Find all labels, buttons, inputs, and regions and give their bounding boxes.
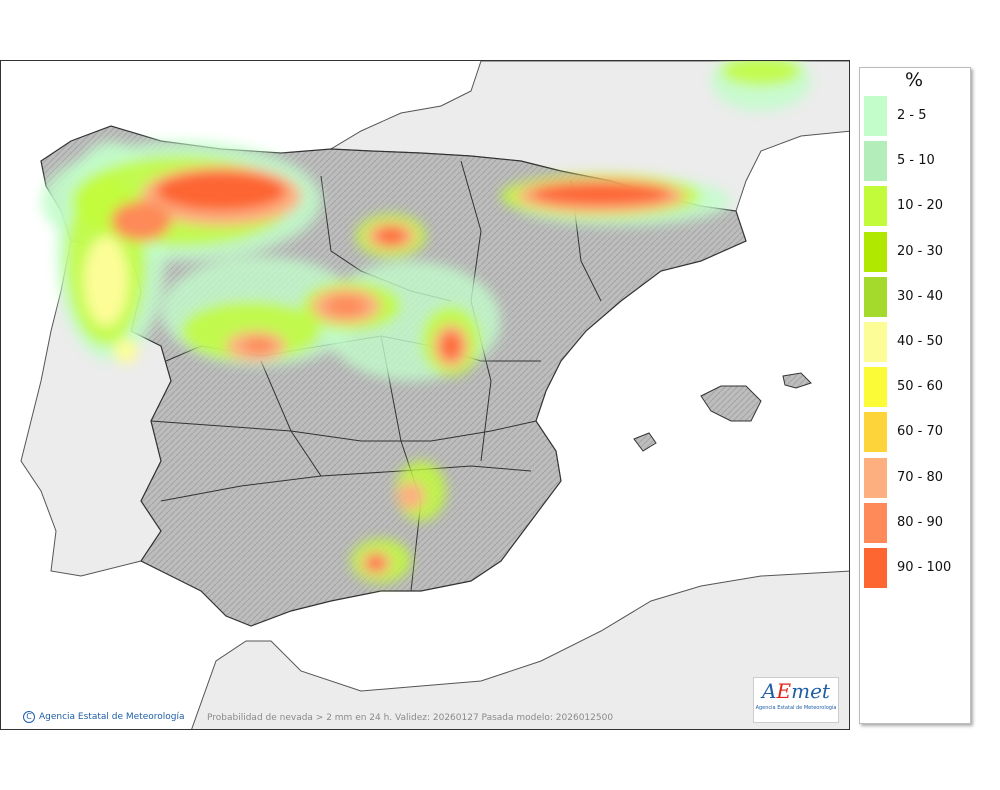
legend-item: 20 - 30 [864, 231, 972, 272]
legend-swatch [864, 548, 887, 588]
legend-label: 70 - 80 [897, 469, 944, 485]
legend-item: 10 - 20 [864, 186, 972, 227]
land-africa [191, 570, 849, 729]
legend-swatch [864, 502, 887, 543]
legend-swatch [864, 141, 887, 182]
legend-swatch [864, 322, 887, 362]
copyright-icon: C [23, 711, 35, 723]
legend-item: 50 - 60 [864, 367, 972, 408]
legend-item: 5 - 10 [864, 141, 972, 182]
legend-swatch [864, 96, 887, 136]
legend-label: 40 - 50 [897, 334, 944, 349]
legend-label: 60 - 70 [897, 424, 944, 440]
island-ibiza [633, 432, 657, 452]
legend-swatch [864, 412, 887, 453]
snow-probability-layer [41, 61, 811, 583]
legend-swatch [864, 367, 887, 408]
legend-item: 60 - 70 [864, 412, 972, 453]
legend-panel: % 2 - 5 5 - 10 10 - 20 20 - 30 30 - 40 40 - 5… [859, 67, 971, 724]
agency-credit: C Agencia Estatal de Meteorología [23, 711, 185, 723]
legend-item: 40 - 50 [864, 322, 972, 362]
island-menorca [782, 372, 812, 389]
aemet-logo: AEmet Agencia Estatal de Meteorología [753, 677, 839, 723]
legend-item: 70 - 80 [864, 457, 972, 498]
map-caption: Probabilidad de nevada > 2 mm en 24 h. V… [207, 713, 614, 723]
legend-label: 90 - 100 [897, 560, 952, 575]
map-canvas [1, 61, 849, 729]
legend-item: 30 - 40 [864, 276, 972, 317]
legend-title: % [904, 69, 924, 91]
legend-label: 50 - 60 [897, 379, 944, 395]
legend-swatch [864, 231, 887, 272]
legend-label: 80 - 90 [897, 514, 944, 530]
legend-label: 30 - 40 [897, 288, 944, 304]
legend-swatch [864, 186, 887, 227]
legend-label: 10 - 20 [897, 198, 944, 214]
legend-label: 20 - 30 [897, 243, 944, 259]
legend-swatch [864, 457, 887, 498]
legend-item: 90 - 100 [864, 548, 972, 588]
agency-credit-text: Agencia Estatal de Meteorología [39, 712, 185, 722]
legend-item: 2 - 5 [864, 96, 972, 136]
map-frame: C Agencia Estatal de Meteorología Probab… [0, 60, 850, 730]
legend-label: 5 - 10 [897, 153, 935, 169]
legend-label: 2 - 5 [897, 108, 927, 123]
island-mallorca [700, 385, 762, 422]
legend-item: 80 - 90 [864, 502, 972, 543]
legend-swatch [864, 276, 887, 317]
